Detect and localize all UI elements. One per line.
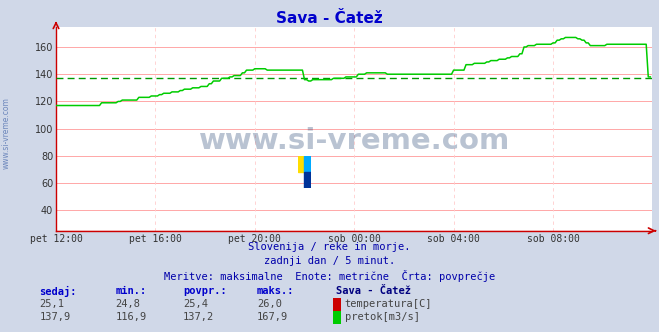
Bar: [304, 156, 311, 172]
Text: 137,9: 137,9: [40, 312, 71, 322]
Text: 25,1: 25,1: [40, 299, 65, 309]
Text: Slovenija / reke in morje.: Slovenija / reke in morje.: [248, 242, 411, 252]
Text: 25,4: 25,4: [183, 299, 208, 309]
Text: 24,8: 24,8: [115, 299, 140, 309]
Text: min.:: min.:: [115, 286, 146, 295]
Text: 167,9: 167,9: [257, 312, 288, 322]
Text: sedaj:: sedaj:: [40, 286, 77, 296]
Text: www.si-vreme.com: www.si-vreme.com: [198, 127, 510, 155]
Text: 137,2: 137,2: [183, 312, 214, 322]
Text: Sava - Čatež: Sava - Čatež: [276, 11, 383, 26]
Text: maks.:: maks.:: [257, 286, 295, 295]
Bar: [298, 156, 304, 172]
Text: pretok[m3/s]: pretok[m3/s]: [345, 312, 420, 322]
Text: www.si-vreme.com: www.si-vreme.com: [2, 97, 11, 169]
Text: 26,0: 26,0: [257, 299, 282, 309]
Text: temperatura[C]: temperatura[C]: [345, 299, 432, 309]
Text: Meritve: maksimalne  Enote: metrične  Črta: povprečje: Meritve: maksimalne Enote: metrične Črta…: [164, 270, 495, 282]
Text: zadnji dan / 5 minut.: zadnji dan / 5 minut.: [264, 256, 395, 266]
Text: povpr.:: povpr.:: [183, 286, 227, 295]
Text: Sava - Čatež: Sava - Čatež: [336, 286, 411, 295]
Bar: [304, 172, 311, 188]
Text: 116,9: 116,9: [115, 312, 146, 322]
